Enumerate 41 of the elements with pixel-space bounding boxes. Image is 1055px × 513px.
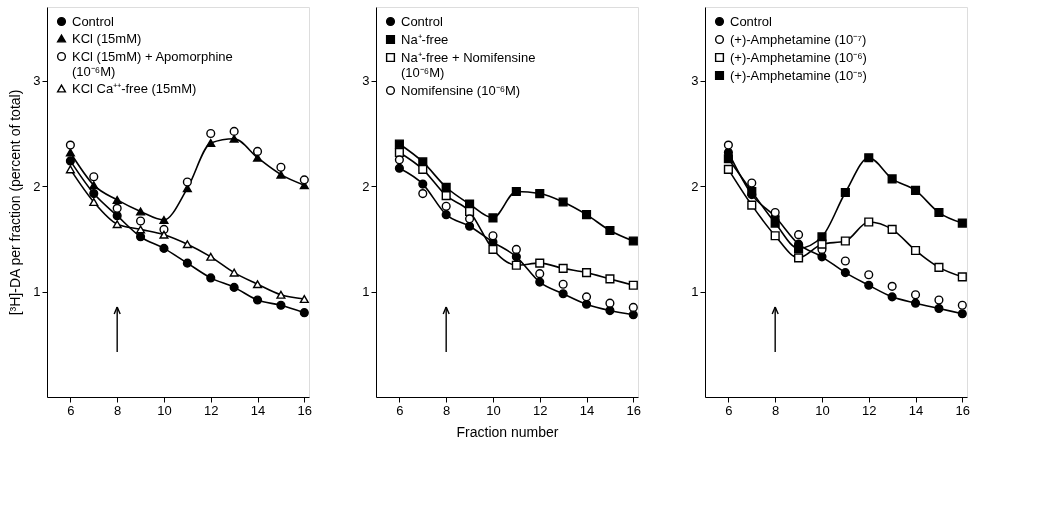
x-tick-label: 14 <box>250 402 266 418</box>
y-axis-title: [³H]-DA per fraction (percent of total) <box>7 89 24 316</box>
legend-label: Na⁺-free + Nomifensine (10⁻⁶M) <box>401 49 536 80</box>
legend-label: (+)-Amphetamine (10⁻⁶) <box>730 49 867 65</box>
y-tick-label: 3 <box>691 73 699 89</box>
y-tick-label: 1 <box>691 284 699 300</box>
x-tick-label: 8 <box>772 402 780 418</box>
legend-label: KCl (15mM) + Apomorphine (10⁻⁶M) <box>72 48 233 79</box>
x-tick-label: 8 <box>443 402 451 418</box>
y-tick-label: 3 <box>33 73 41 89</box>
x-tick-label: 12 <box>533 402 548 418</box>
x-tick-label: 8 <box>114 402 122 418</box>
x-tick-label: 12 <box>862 402 877 418</box>
y-tick-label: 2 <box>33 178 41 194</box>
x-tick-label: 6 <box>67 402 75 418</box>
legend-label: Nomifensine (10⁻⁶M) <box>401 82 521 98</box>
x-tick-label: 12 <box>204 402 219 418</box>
legend-label: Control <box>730 13 773 29</box>
x-tick-label: 14 <box>908 402 924 418</box>
y-tick-label: 1 <box>33 284 41 300</box>
legend-label: (+)-Amphetamine (10⁻⁷) <box>730 31 867 47</box>
y-tick-label: 2 <box>362 178 370 194</box>
legend-label: KCl (15mM) <box>72 30 142 46</box>
y-tick-label: 3 <box>362 73 370 89</box>
legend-label: Na⁺-free <box>401 31 449 47</box>
y-tick-label: 2 <box>691 178 699 194</box>
legend-label: (+)-Amphetamine (10⁻⁵) <box>730 67 867 83</box>
x-tick-label: 10 <box>815 402 830 418</box>
y-tick-label: 1 <box>362 284 370 300</box>
legend-label: KCl Ca⁺⁺-free (15mM) <box>72 80 197 96</box>
legend-label: Control <box>401 13 444 29</box>
x-tick-label: 10 <box>157 402 172 418</box>
x-tick-label: 16 <box>626 402 642 418</box>
x-tick-label: 16 <box>297 402 313 418</box>
x-axis-title: Fraction number <box>456 423 559 440</box>
x-tick-label: 6 <box>396 402 404 418</box>
x-tick-label: 10 <box>486 402 501 418</box>
x-tick-label: 6 <box>725 402 733 418</box>
x-tick-label: 14 <box>579 402 595 418</box>
legend-label: Control <box>72 13 115 29</box>
x-tick-label: 16 <box>955 402 971 418</box>
